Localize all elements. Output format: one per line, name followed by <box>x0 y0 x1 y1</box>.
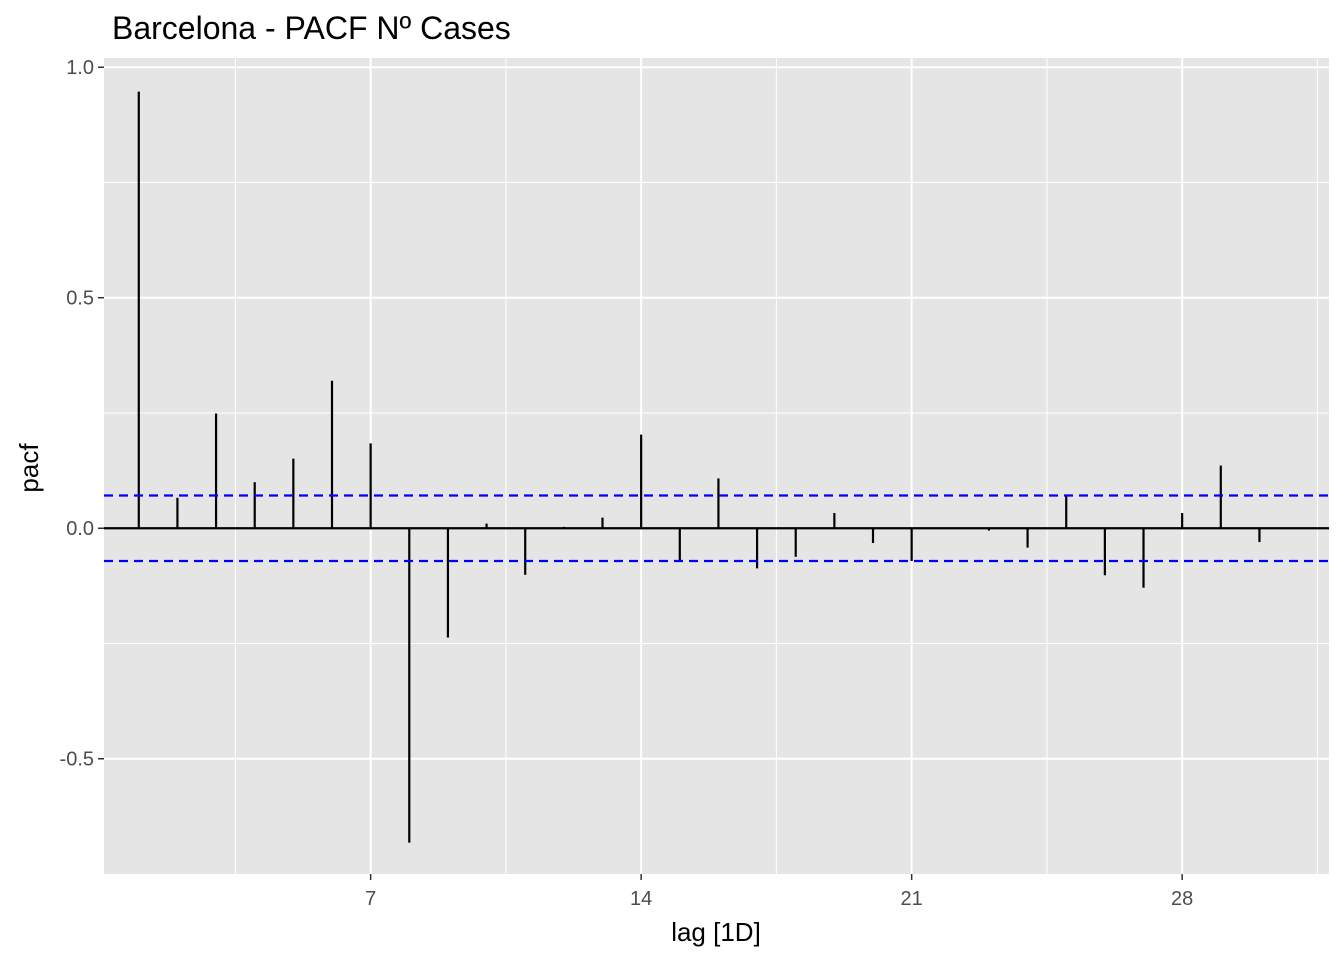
y-tick-label: 0.0 <box>66 518 94 540</box>
x-axis-ticks: 7 14 21 28 <box>365 874 1193 910</box>
y-axis-ticks: 1.0 0.5 0.0 -0.5 <box>60 57 104 771</box>
pacf-spikes <box>137 91 1261 843</box>
x-tick-label: 21 <box>901 888 923 910</box>
y-tick-label: -0.5 <box>60 749 94 771</box>
y-tick-label: 1.0 <box>66 57 94 79</box>
x-tick-label: 28 <box>1171 888 1193 910</box>
x-axis-title: lag [1D] <box>671 917 761 947</box>
y-axis-title: pacf <box>14 443 44 493</box>
plot-panel <box>104 58 1329 874</box>
y-tick-label: 0.5 <box>66 288 94 310</box>
chart-title: Barcelona - PACF Nº Cases <box>112 10 511 46</box>
minor-gridlines <box>104 58 1329 874</box>
x-tick-label: 7 <box>365 888 376 910</box>
x-tick-label: 14 <box>630 888 652 910</box>
